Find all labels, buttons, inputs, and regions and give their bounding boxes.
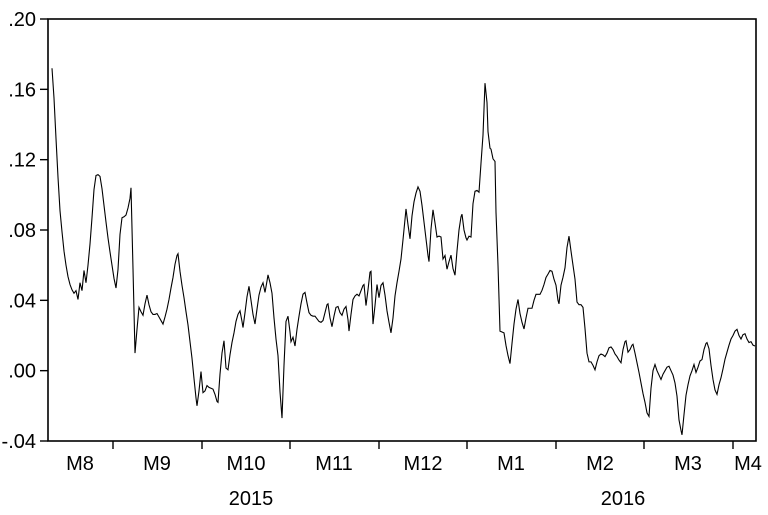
x-year-label: 2016 [601, 488, 646, 510]
x-month-label: M8 [66, 453, 94, 475]
x-month-label: M4 [734, 453, 762, 475]
x-year-label: 2015 [229, 488, 274, 510]
x-month-label: M2 [586, 453, 614, 475]
y-tick-label: .16 [8, 79, 36, 101]
y-tick-label: .20 [8, 9, 36, 31]
x-month-label: M9 [143, 453, 171, 475]
x-month-label: M1 [497, 453, 525, 475]
x-month-label: M3 [674, 453, 702, 475]
y-tick-label: .04 [8, 290, 36, 312]
y-tick-label: -.04 [2, 431, 36, 453]
x-month-label: M10 [227, 453, 266, 475]
y-tick-label: .08 [8, 220, 36, 242]
data-series-line [51, 68, 756, 435]
x-month-label: M12 [404, 453, 443, 475]
y-tick-label: .00 [8, 361, 36, 383]
x-month-label: M11 [315, 453, 352, 475]
y-tick-label: .12 [8, 150, 36, 172]
